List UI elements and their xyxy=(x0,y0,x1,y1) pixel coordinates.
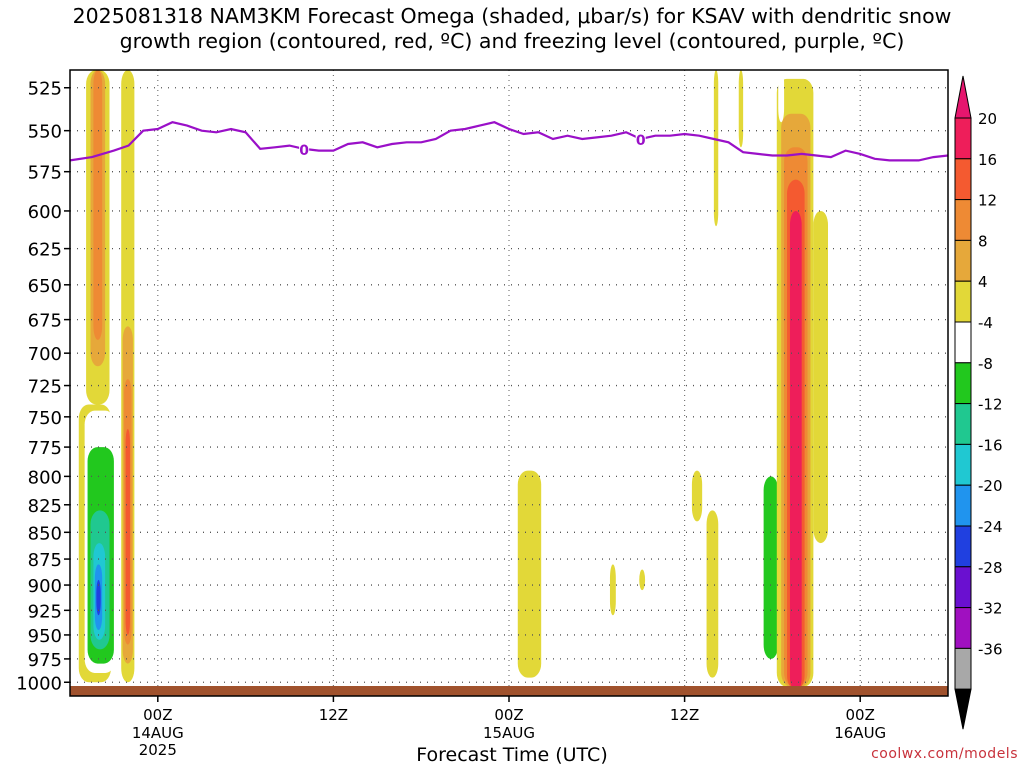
colorbar: 20 16 12 8 4 -4 -8 -12 -16 -20 -24 -28 -32 -36 xyxy=(954,75,1003,730)
x-tick-sublabel-0-1: 2025 xyxy=(139,741,177,759)
x-tick-sublabel-0-0: 14AUG xyxy=(132,724,184,742)
omega-cell-26 xyxy=(763,476,779,659)
x-tick-label-3: 12Z xyxy=(670,706,699,724)
y-tick-label-650: 650 xyxy=(28,276,62,297)
colorbar-seg-12 xyxy=(954,607,972,649)
omega-cell-9 xyxy=(96,579,101,616)
x-tick-label-4: 00Z xyxy=(846,706,875,724)
freezing-level-label-1: 0 xyxy=(636,133,646,149)
chart-title-line2: growth region (contoured, red, ºC) and f… xyxy=(119,29,905,53)
omega-cell-20 xyxy=(713,70,719,227)
chart-title-line1: 2025081318 NAM3KM Forecast Omega (shaded… xyxy=(72,4,952,28)
omega-cell-18 xyxy=(691,470,703,522)
colorbar-seg-9 xyxy=(954,484,972,527)
omega-cell-33 xyxy=(813,210,829,544)
colorbar-top-arrow xyxy=(954,75,972,119)
y-tick-label-800: 800 xyxy=(28,467,62,488)
y-tick-label-975: 975 xyxy=(28,650,62,671)
colorbar-seg-6 xyxy=(954,362,972,405)
colorbar-seg-13 xyxy=(954,647,972,690)
colorbar-label-9: -20 xyxy=(978,477,1003,495)
omega-cell-22 xyxy=(686,559,704,640)
y-tick-label-825: 825 xyxy=(28,496,62,517)
colorbar-label-11: -28 xyxy=(978,559,1003,577)
chart-title: 2025081318 NAM3KM Forecast Omega (shaded… xyxy=(0,4,1024,54)
omega-cell-19 xyxy=(706,510,719,678)
omega-cell-13 xyxy=(125,429,130,635)
y-tick-label-950: 950 xyxy=(28,626,62,647)
x-tick-label-0: 00Z xyxy=(143,706,172,724)
colorbar-label-1: 16 xyxy=(978,151,997,169)
colorbar-label-12: -32 xyxy=(978,600,1003,618)
y-tick-label-525: 525 xyxy=(28,79,62,100)
colorbar-label-2: 12 xyxy=(978,192,997,210)
colorbar-label-10: -24 xyxy=(978,518,1003,536)
colorbar-label-0: 20 xyxy=(978,110,997,128)
colorbar-bottom-arrow xyxy=(954,688,972,730)
x-tick-label-1: 12Z xyxy=(319,706,348,724)
omega-shading xyxy=(78,70,833,692)
colorbar-label-4: 4 xyxy=(978,273,988,291)
colorbar-label-5: -4 xyxy=(978,314,993,332)
credit-text: coolwx.com/models xyxy=(871,746,1018,762)
colorbar-seg-11 xyxy=(954,566,972,609)
omega-cell-17 xyxy=(639,569,646,591)
colorbar-label-6: -8 xyxy=(978,355,993,373)
colorbar-label-7: -12 xyxy=(978,396,1003,414)
colorbar-seg-8 xyxy=(954,443,972,486)
y-tick-label-600: 600 xyxy=(28,202,62,223)
omega-cell-32 xyxy=(778,70,785,123)
y-tick-label-675: 675 xyxy=(28,311,62,332)
y-axis: 525 550 575 600 625 650 675 700 725 750 775 800 825 8… xyxy=(16,79,70,694)
omega-cell-23 xyxy=(727,574,751,659)
colorbar-label-13: -36 xyxy=(978,640,1003,658)
colorbar-seg-4 xyxy=(954,280,972,323)
y-tick-label-725: 725 xyxy=(28,377,62,398)
y-tick-label-1000: 1000 xyxy=(16,673,62,694)
y-tick-label-900: 900 xyxy=(28,576,62,597)
freezing-label-bg-1 xyxy=(635,131,646,147)
omega-cell-15 xyxy=(517,470,542,678)
x-tick-sublabel-4-0: 16AUG xyxy=(834,724,886,742)
omega-cell-2 xyxy=(93,70,103,340)
colorbar-seg-1 xyxy=(954,158,972,201)
omega-cell-31 xyxy=(789,210,802,692)
ground-surface xyxy=(70,686,948,696)
freezing-label-bg-0 xyxy=(299,140,310,156)
ground-band xyxy=(70,686,948,696)
y-tick-label-700: 700 xyxy=(28,344,62,365)
freezing-level-contour: 00 xyxy=(69,121,949,162)
x-tick-sublabel-2-0: 15AUG xyxy=(483,724,535,742)
colorbar-label-8: -16 xyxy=(978,436,1003,454)
omega-cell-14 xyxy=(428,545,436,614)
y-tick-label-925: 925 xyxy=(28,601,62,622)
colorbar-seg-2 xyxy=(954,199,972,241)
omega-cell-16 xyxy=(609,564,616,616)
colorbar-seg-0 xyxy=(954,117,972,160)
omega-cell-24 xyxy=(732,233,738,483)
colorbar-seg-5 xyxy=(954,321,972,364)
y-tick-label-750: 750 xyxy=(28,408,62,429)
y-tick-label-550: 550 xyxy=(28,122,62,143)
colorbar-seg-10 xyxy=(954,525,972,568)
y-tick-label-625: 625 xyxy=(28,240,62,261)
colorbar-seg-3 xyxy=(954,239,972,282)
omega-cell-21 xyxy=(738,70,744,148)
colorbar-seg-7 xyxy=(954,403,972,445)
x-tick-label-2: 00Z xyxy=(494,706,523,724)
freezing-level-line xyxy=(69,121,949,162)
x-axis-title: Forecast Time (UTC) xyxy=(416,744,608,766)
y-tick-label-775: 775 xyxy=(28,438,62,459)
y-tick-label-875: 875 xyxy=(28,550,62,571)
y-tick-label-850: 850 xyxy=(28,523,62,544)
y-tick-label-575: 575 xyxy=(28,163,62,184)
omega-cell-34 xyxy=(828,70,833,621)
freezing-level-label-0: 0 xyxy=(299,143,309,159)
colorbar-label-3: 8 xyxy=(978,232,988,250)
